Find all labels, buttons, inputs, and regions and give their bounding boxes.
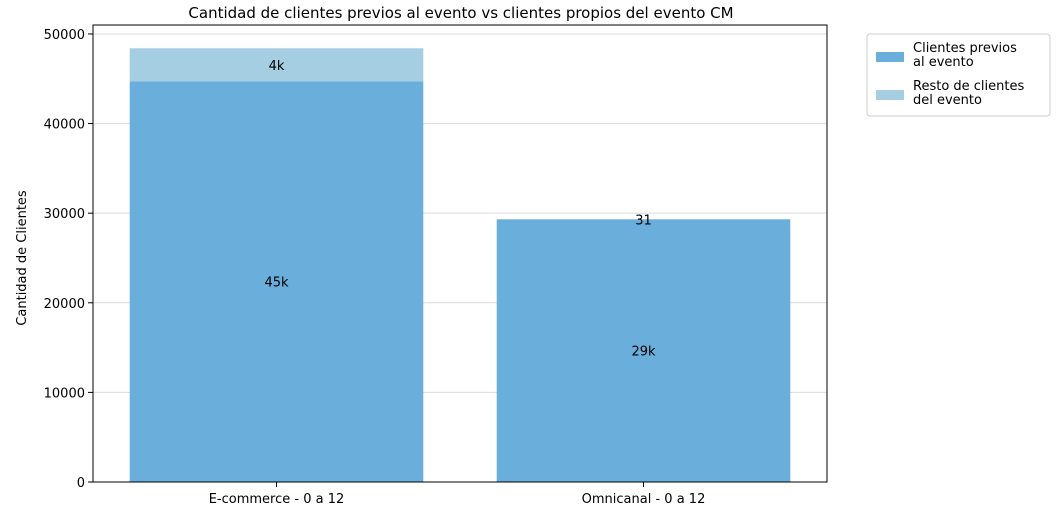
y-tick-label: 20000 (44, 297, 85, 312)
legend-frame (866, 33, 1051, 117)
plot-frame (92, 24, 828, 483)
y-tick-label: 10000 (44, 386, 85, 401)
bar-segment (129, 48, 424, 82)
y-axis: 0 10000 20000 30000 40000 50000 (44, 28, 93, 491)
x-tick-label: Omnicanal - 0 a 12 (582, 492, 706, 507)
y-tick-label: 40000 (44, 118, 85, 133)
x-tick-label: E-commerce - 0 a 12 (209, 492, 345, 507)
y-axis-label: Cantidad de Clientes (15, 190, 30, 326)
bar-value-label: 31 (635, 213, 652, 228)
y-tick-label: 50000 (44, 28, 85, 43)
legend: Clientes previos al evento Resto de client… (866, 33, 1051, 117)
legend-swatch (876, 52, 904, 62)
y-tick-label: 30000 (44, 207, 85, 222)
bar-segment (129, 81, 424, 482)
bar-segment (496, 219, 791, 482)
bars (129, 48, 791, 482)
bar-value-label: 29k (631, 345, 656, 360)
y-tick-label: 0 (77, 476, 85, 491)
legend-entry: Resto de clientes del evento (913, 79, 1024, 108)
chart-title: Cantidad de clientes previos al evento v… (188, 4, 733, 22)
bar-value-label: 45k (264, 276, 289, 291)
bar-value-label: 4k (269, 59, 285, 74)
legend-entry: Clientes previos al evento (913, 41, 1017, 70)
x-axis: E-commerce - 0 a 12 Omnicanal - 0 a 12 (209, 482, 706, 507)
legend-swatch (876, 90, 904, 100)
bar-labels: 45k 4k 29k 31 (264, 59, 656, 360)
